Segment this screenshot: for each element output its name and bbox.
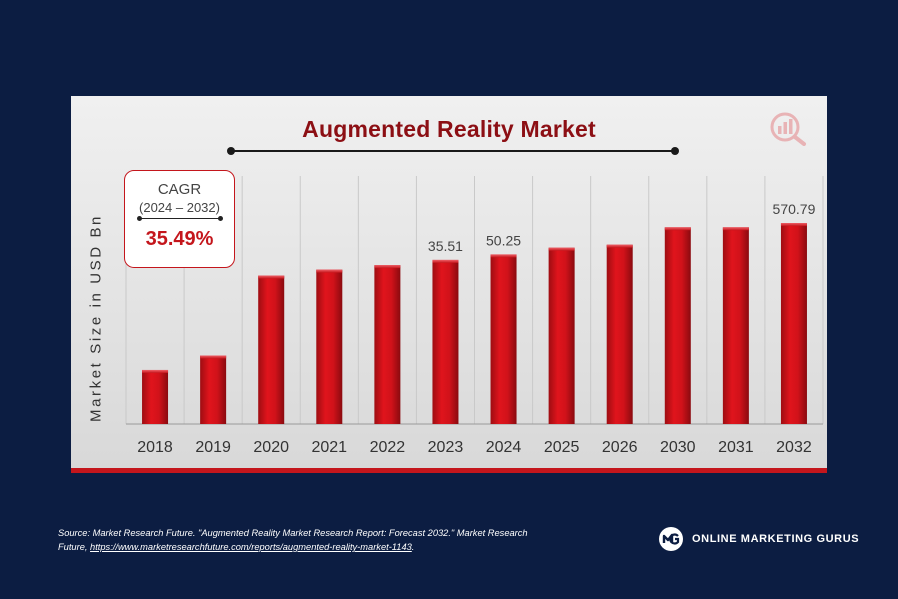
bar-2032 [780,223,807,424]
chart-panel: Augmented Reality Market Market Size in … [71,96,827,473]
bar-2025 [548,247,575,424]
x-tick-label: 2026 [602,439,638,456]
source-link[interactable]: https://www.marketresearchfuture.com/rep… [90,542,412,552]
cagr-value: 35.49% [145,228,214,250]
x-tick-label: 2031 [718,439,754,456]
bar-chart: 35.51 50.25 570.79 2018 2019 2020 2021 2022 202… [125,176,824,456]
bar-2024 [490,254,517,424]
bar-top-2030 [664,227,691,231]
cagr-divider [136,216,223,221]
bar-2030 [664,227,691,424]
bar-2031 [722,227,749,424]
bar-top-2023 [432,259,459,263]
bar-2018 [142,369,169,424]
x-tick-label: 2032 [776,439,812,456]
x-tick-label: 2020 [253,439,289,456]
panel-bottom-bar [71,468,827,473]
source-text: Source: Market Research Future. "Augment… [58,528,528,552]
brand: ONLINE MARKETING GURUS [658,526,859,552]
x-tick-label: 2019 [195,439,231,456]
x-tick-label: 2024 [486,439,522,456]
x-tick-label: 2030 [660,439,696,456]
data-label: 35.51 [428,238,463,254]
x-tick-label: 2025 [544,439,580,456]
bar-top-2021 [316,269,343,273]
bar-2021 [316,269,343,424]
bar-top-2031 [722,227,749,231]
chart-title: Augmented Reality Market [302,116,596,142]
title-divider [227,147,679,155]
source-suffix: . [411,542,415,552]
bar-top-2032 [780,223,807,227]
bar-top-2025 [548,247,575,251]
bar-2026 [606,244,633,424]
bar-top-2020 [258,275,285,279]
data-label: 50.25 [486,232,521,248]
cagr-label: CAGR [157,181,202,198]
bar-top-2019 [200,355,227,359]
x-tick-label: 2021 [311,439,347,456]
x-tick-label: 2018 [137,439,173,456]
x-tick-label: 2023 [428,439,464,456]
brand-logo-icon [659,527,683,551]
source-citation: Source: Market Research Future. "Augment… [58,526,528,554]
bar-top-2024 [490,254,517,258]
market-research-logo-icon [770,112,806,146]
bar-2023 [432,259,459,424]
bar-top-2026 [606,244,633,248]
data-label: 570.79 [773,201,816,217]
bar-2020 [258,275,285,424]
cagr-callout: CAGR (2024 – 2032) 35.49% [124,170,235,268]
bar-top-2018 [142,369,169,373]
bar-top-2022 [374,265,401,269]
brand-name: ONLINE MARKETING GURUS [692,533,860,545]
cagr-range: (2024 – 2032) [139,200,220,215]
bar-2019 [200,355,227,424]
x-tick-label: 2022 [370,439,406,456]
bar-2022 [374,265,401,424]
